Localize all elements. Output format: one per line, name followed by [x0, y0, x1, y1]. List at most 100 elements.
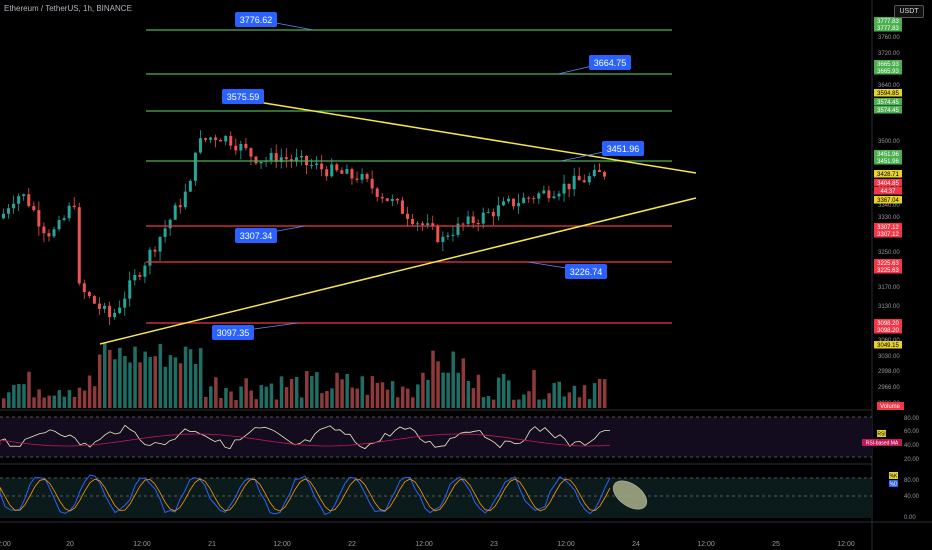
axis-badge-bg [874, 67, 902, 75]
candle-body [527, 197, 531, 199]
axis-badge: 3665.93 [874, 60, 902, 68]
axis-badge: 44:37 [874, 187, 902, 195]
candle-body [320, 163, 324, 170]
rsi-tick: 20.00 [904, 457, 920, 463]
volume-bar [239, 386, 243, 408]
candle-body [37, 210, 41, 227]
volume-bar [219, 397, 223, 408]
price-tick: 2998.00 [878, 369, 900, 375]
volume-bar [456, 372, 460, 408]
volume-bar [380, 382, 385, 408]
label-box [212, 325, 254, 340]
candle-body [310, 164, 314, 166]
candle-body [113, 313, 117, 318]
candle-body [7, 208, 11, 214]
candle-body [456, 223, 460, 235]
stoch-k-legend-bg [889, 472, 898, 479]
volume-bar [471, 388, 476, 408]
candle-body [350, 169, 354, 179]
volume-label: Volume [877, 402, 904, 410]
axis-badge: 3098.20 [874, 319, 902, 327]
volume-bar [7, 392, 11, 408]
axis-badge-bg [874, 89, 902, 97]
volume-bar [274, 399, 279, 408]
time-tick: 21 [208, 541, 216, 548]
stoch-tick: 80.00 [904, 478, 920, 484]
volume-bar [214, 377, 218, 408]
candle-body [380, 196, 384, 199]
time-tick: 12:00 [133, 541, 151, 548]
candle-body [198, 138, 202, 153]
volume-bar [249, 390, 253, 408]
volume-bar [87, 375, 92, 408]
candle-body [451, 234, 455, 236]
volume-bar [128, 362, 132, 408]
volume-bar [562, 396, 567, 408]
volume-bar [284, 387, 289, 408]
candle-body [315, 163, 319, 165]
candle-body [67, 205, 71, 219]
axis-badge-bg [874, 17, 902, 25]
candle-body [486, 212, 490, 214]
volume-bar [269, 383, 274, 408]
candle-body [204, 138, 207, 140]
time-tick: 12:00 [415, 541, 433, 548]
axis-badge-bg [874, 319, 902, 327]
volume-bar [597, 378, 602, 408]
volume-bar [320, 393, 324, 408]
axis-badge: 3451.96 [874, 157, 902, 165]
volume-bar [148, 357, 152, 408]
volume-bar [113, 359, 117, 408]
volume-bar [108, 349, 112, 408]
ascending-trendline [99, 197, 697, 345]
candle-body [284, 157, 288, 160]
level-3664-label: 3664.75 [557, 55, 631, 75]
time-tick: 12:00 [557, 541, 575, 548]
candle-body [2, 213, 5, 219]
volume-bar [476, 374, 481, 408]
price-tick: 3640.00 [878, 83, 900, 89]
candle-body [214, 137, 218, 140]
candle-body [17, 196, 21, 204]
volume-bar [92, 386, 97, 408]
axis-badge-text: 3098.20 [877, 328, 899, 334]
candle-body [42, 226, 46, 234]
volume-bar [542, 399, 546, 408]
candle-body [476, 222, 480, 224]
volume-bar [244, 378, 248, 408]
stoch-d-line [0, 478, 611, 512]
label-text: 3226.74 [570, 267, 603, 277]
candle-body [411, 218, 415, 225]
rsi-ma-legend-bg [862, 439, 902, 446]
axis-badge: 3451.96 [874, 150, 902, 158]
volume-bar [229, 391, 233, 408]
axis-badge: 3594.85 [874, 89, 902, 97]
currency-button[interactable]: USDT [894, 5, 924, 18]
candle-body [97, 303, 101, 309]
axis-badge-text: 3098.20 [877, 321, 899, 327]
time-tick: 24 [632, 541, 640, 548]
candle-body [587, 176, 591, 183]
volume-bar [466, 380, 471, 408]
candle-body [466, 216, 470, 225]
candle-body [249, 148, 253, 157]
volume-label-bg [877, 402, 904, 410]
time-tick: 12:00 [273, 541, 291, 548]
volume-bar [204, 396, 208, 408]
candle-body [431, 223, 435, 227]
volume-bar [431, 350, 435, 408]
volume-bar [289, 378, 294, 408]
candle-body [385, 198, 389, 201]
candle-body [47, 233, 51, 237]
axis-badge-text: 3307.12 [877, 232, 899, 238]
candle-body [77, 207, 81, 284]
price-tick: 3340.00 [878, 203, 900, 209]
volume-bar [400, 386, 405, 408]
candle-body [62, 218, 66, 221]
candle-body [234, 145, 238, 151]
axis-badge-bg [874, 223, 902, 231]
volume-bar [491, 399, 496, 408]
volume-bar [163, 366, 168, 408]
volume-bar [315, 372, 319, 408]
